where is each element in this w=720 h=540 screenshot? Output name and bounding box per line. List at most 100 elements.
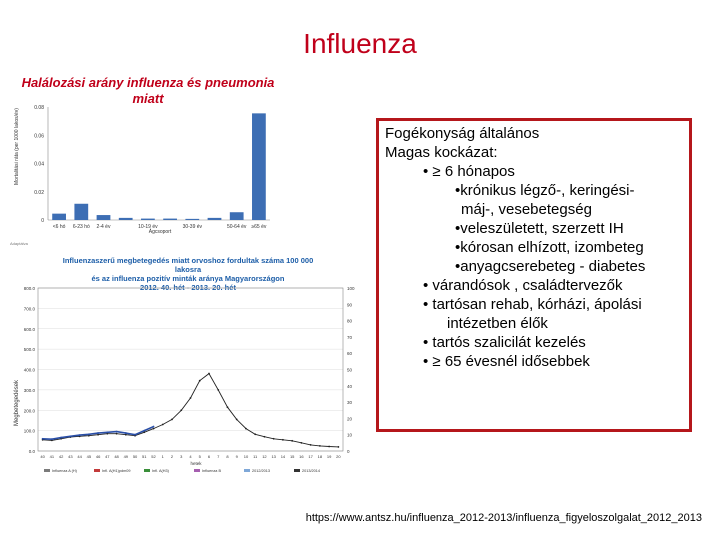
chart1-x-tick-label: <6 hó: [53, 224, 66, 230]
legend-label: 2012/2013: [252, 469, 270, 473]
chart2-x-tick-label: 12: [262, 454, 267, 459]
chart1-x-tick-label: 50-64 év: [227, 224, 247, 230]
chart2-y-tick-label: 200.0: [24, 408, 36, 413]
risk-subitem-obese: •kórosan elhízott, izombeteg: [455, 239, 644, 256]
bar: [252, 113, 266, 220]
data-point: [97, 433, 99, 436]
data-point: [300, 441, 303, 444]
mortality-bar-chart: Halálozási arány influenza és pneumonia …: [8, 75, 280, 250]
data-point: [235, 418, 238, 421]
chart2-x-tick-label: 18: [318, 454, 323, 459]
bar: [229, 212, 244, 220]
chart2-y2-tick-label: 70: [347, 335, 353, 340]
chart2-x-tick-label: 46: [96, 454, 101, 459]
risk-groups-textbox: Fogékonyság általános Magas kockázat: • …: [376, 118, 692, 432]
legend-swatch: [94, 469, 100, 472]
chart2-x-tick-label: 48: [114, 454, 119, 459]
chart2-x-tick-label: 7: [217, 454, 220, 459]
chart2-y-tick-label: 600.0: [24, 327, 36, 332]
chart2-x-tick-label: 10: [244, 454, 249, 459]
chart2-x-tick-label: 9: [236, 454, 239, 459]
legend-swatch: [194, 469, 200, 472]
legend-label: Infl. A(H1)pdm09: [102, 469, 131, 473]
chart2-x-tick-label: 45: [87, 454, 92, 459]
chart2-x-tick-label: 3: [180, 454, 183, 459]
chart2-y2-tick-label: 100: [347, 286, 355, 291]
chart1-title: Halálozási arány influenza és pneumonia …: [8, 75, 288, 107]
data-point: [245, 427, 247, 430]
chart2-y-tick-label: 0.0: [29, 449, 36, 454]
risk-subitem-immunodeficiency: •veleszületett, szerzett IH: [455, 220, 624, 237]
chart2-y2-tick-label: 40: [347, 384, 353, 389]
bar: [207, 217, 222, 220]
data-point: [189, 397, 192, 399]
data-point: [69, 435, 72, 438]
chart2-y-tick-label: 800.0: [24, 286, 36, 291]
chart2-x-tick-label: 43: [68, 454, 73, 459]
bar: [163, 218, 177, 220]
data-point: [263, 435, 266, 438]
chart1-y-tick-label: 0.06: [34, 133, 44, 139]
legend-label: Influenza A (H): [52, 469, 78, 473]
chart2-y2-tick-label: 90: [347, 302, 353, 307]
legend-label: 2013/2014: [302, 469, 320, 473]
data-point: [87, 434, 90, 437]
chart1-x-tick-label: 30-39 év: [183, 224, 203, 230]
chart2-y-tick-label: 100.0: [24, 429, 36, 434]
chart2-y2-tick-label: 80: [347, 319, 353, 324]
data-point: [87, 433, 90, 436]
chart2-title-line1: Influenzaszerű megbetegedés miatt orvosh…: [62, 256, 314, 274]
chart2-x-tick-label: 6: [208, 454, 211, 459]
chart2-y2-tick-label: 50: [347, 368, 353, 373]
data-point: [291, 439, 294, 442]
chart2-x-tick-label: 15: [290, 454, 295, 459]
risk-subitem-metabolic: •anyagcserebeteg - diabetes: [455, 258, 646, 275]
data-point: [226, 406, 229, 409]
source-link[interactable]: https://www.antsz.hu/influenza_2012-2013…: [305, 512, 702, 524]
chart2-y2-tick-label: 10: [347, 433, 353, 438]
legend-label: Infl. A(H3): [152, 469, 170, 473]
chart2-title-line2: és az influenza pozitív minták aránya Ma…: [91, 274, 285, 283]
data-point: [198, 379, 201, 382]
data-point: [328, 445, 331, 448]
data-point: [143, 431, 146, 434]
chart2-plot-frame: [37, 287, 344, 452]
data-point: [115, 432, 118, 435]
chart1-x-tick-label: 6-23 hó: [73, 224, 90, 230]
data-point: [254, 433, 257, 436]
bar-chart-svg: Mortalitási ráta (per 1000 lakos/év) Ágc…: [10, 105, 270, 246]
chart1-x-tick-label: 2-4 év: [97, 224, 111, 230]
chart2-x-tick-label: 51: [142, 454, 147, 459]
risk-item-65-plus: • ≥ 65 évesnél idősebbek: [423, 353, 590, 370]
chart2-y-tick-label: 500.0: [24, 347, 36, 352]
data-point: [115, 430, 118, 433]
high-risk-heading: Magas kockázat:: [385, 144, 498, 161]
bar: [185, 218, 200, 220]
chart2-title: Influenzaszerű megbetegedés miatt orvosh…: [58, 256, 318, 292]
data-point: [337, 446, 340, 448]
risk-item-institutional-cont: intézetben élők: [447, 315, 548, 332]
chart2-x-tick-label: 16: [299, 454, 304, 459]
data-point: [282, 438, 284, 441]
chart2-y2-tick-label: 20: [347, 416, 353, 421]
chart2-x-tick-label: 8: [226, 454, 229, 459]
data-point: [124, 432, 127, 434]
line-chart-svg: Megbetegedések hetek 0.0 100.0 200.0 300.0 4…: [14, 286, 355, 473]
chart2-y-tick-label: 700.0: [24, 306, 36, 311]
chart1-title-line2: miatt: [132, 91, 164, 106]
chart2-x-tick-label: 47: [105, 454, 110, 459]
risk-subitem-chronic-cont: máj-, vesebetegség: [461, 201, 592, 218]
chart2-x-tick-label: 52: [151, 454, 156, 459]
chart1-footnote: Adaptálva: [10, 241, 29, 246]
chart2-x-tick-label: 44: [77, 454, 82, 459]
chart2-x-tick-label: 5: [199, 454, 202, 459]
legend-swatch: [44, 469, 50, 472]
risk-item-salicylate: • tartós szalicilát kezelés: [423, 334, 586, 351]
risk-subitem-chronic: •krónikus légző-, keringési-: [455, 182, 635, 199]
data-point: [161, 423, 164, 426]
data-point: [134, 433, 136, 436]
chart2-y-tick-label: 300.0: [24, 388, 36, 393]
bar: [96, 215, 111, 220]
legend-swatch: [244, 469, 250, 472]
ili-line-chart: Influenzaszerű megbetegedés miatt orvosh…: [8, 256, 358, 496]
